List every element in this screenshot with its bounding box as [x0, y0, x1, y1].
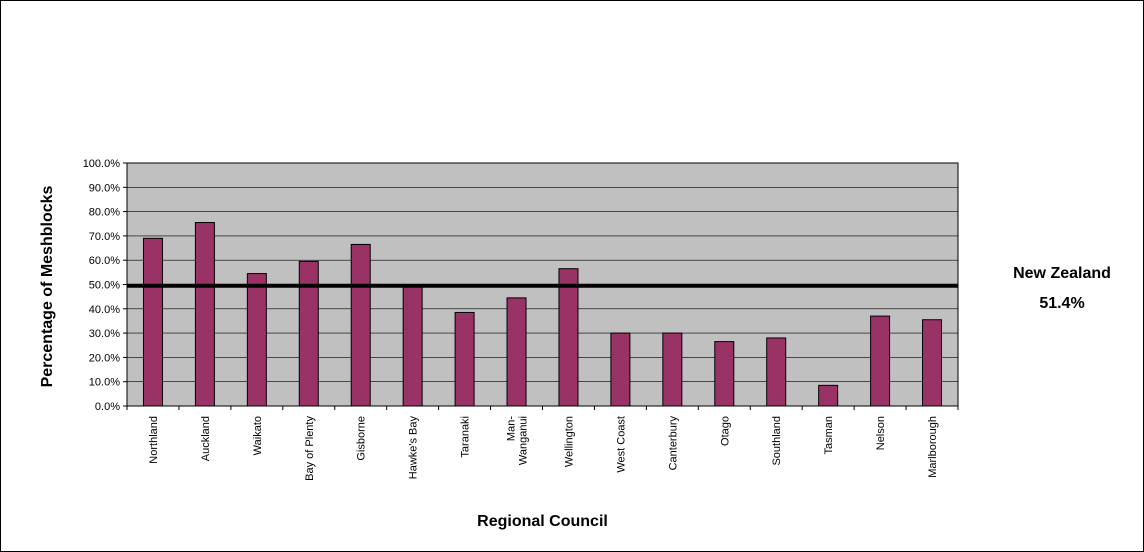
x-category-label: Southland	[771, 416, 783, 466]
x-category-label: Wellington	[563, 416, 575, 467]
bar	[246, 273, 267, 407]
x-category-label: West Coast	[615, 416, 627, 473]
reference-label-value: 51.4%	[1039, 295, 1084, 312]
bar	[350, 243, 371, 407]
x-category-label: Hawke's Bay	[408, 416, 420, 480]
y-tick-label: 0.0%	[95, 401, 120, 413]
x-category-label: Northland	[148, 416, 160, 464]
reference-label-region: New Zealand	[1013, 265, 1111, 282]
x-category-label: Bay of Plenty	[304, 416, 316, 481]
y-axis-title: Percentage of Meshblocks	[39, 185, 56, 387]
bar	[298, 260, 319, 407]
y-tick-label: 20.0%	[89, 352, 120, 364]
x-category-label: Canterbury	[667, 416, 679, 471]
x-category-label: Tasman	[823, 416, 835, 455]
bar	[766, 337, 787, 407]
x-category-label: Auckland	[200, 416, 212, 461]
bar	[870, 315, 891, 407]
bar	[922, 319, 943, 407]
y-tick-label: 100.0%	[83, 158, 121, 170]
x-category-label: Otago	[719, 416, 731, 446]
x-axis-title: Regional Council	[477, 513, 608, 530]
bar	[194, 222, 215, 407]
x-category-label: Marlborough	[927, 416, 939, 478]
x-category-label: Nelson	[875, 416, 887, 450]
x-category-label: Waikato	[252, 416, 264, 455]
bar	[662, 332, 683, 407]
x-category-label: Man-	[506, 416, 518, 441]
x-category-label: Taranaki	[460, 416, 472, 458]
y-tick-label: 10.0%	[89, 377, 120, 389]
y-tick-label: 50.0%	[89, 280, 120, 292]
y-tick-label: 70.0%	[89, 231, 120, 243]
x-category-label: Wanganui	[518, 416, 530, 465]
bar	[818, 384, 839, 407]
y-tick-label: 80.0%	[89, 207, 120, 219]
x-category-label: Gisborne	[356, 416, 368, 461]
bar	[142, 237, 163, 407]
y-axis: 0.0% 10.0% 20.0% 30.0% 40.0% 50.0% 60.0% 70.0% 8…	[83, 158, 127, 413]
y-tick-label: 90.0%	[89, 182, 120, 194]
bar	[402, 285, 423, 407]
y-tick-label: 40.0%	[89, 304, 120, 316]
x-axis: Northland Auckland Waikato Bay of Plenty Gis…	[126, 406, 959, 481]
bar	[610, 332, 631, 407]
bar	[714, 341, 735, 407]
bar	[454, 311, 475, 407]
bar	[506, 297, 527, 407]
bar	[558, 268, 579, 407]
y-tick-label: 30.0%	[89, 328, 120, 340]
y-tick-label: 60.0%	[89, 255, 120, 267]
